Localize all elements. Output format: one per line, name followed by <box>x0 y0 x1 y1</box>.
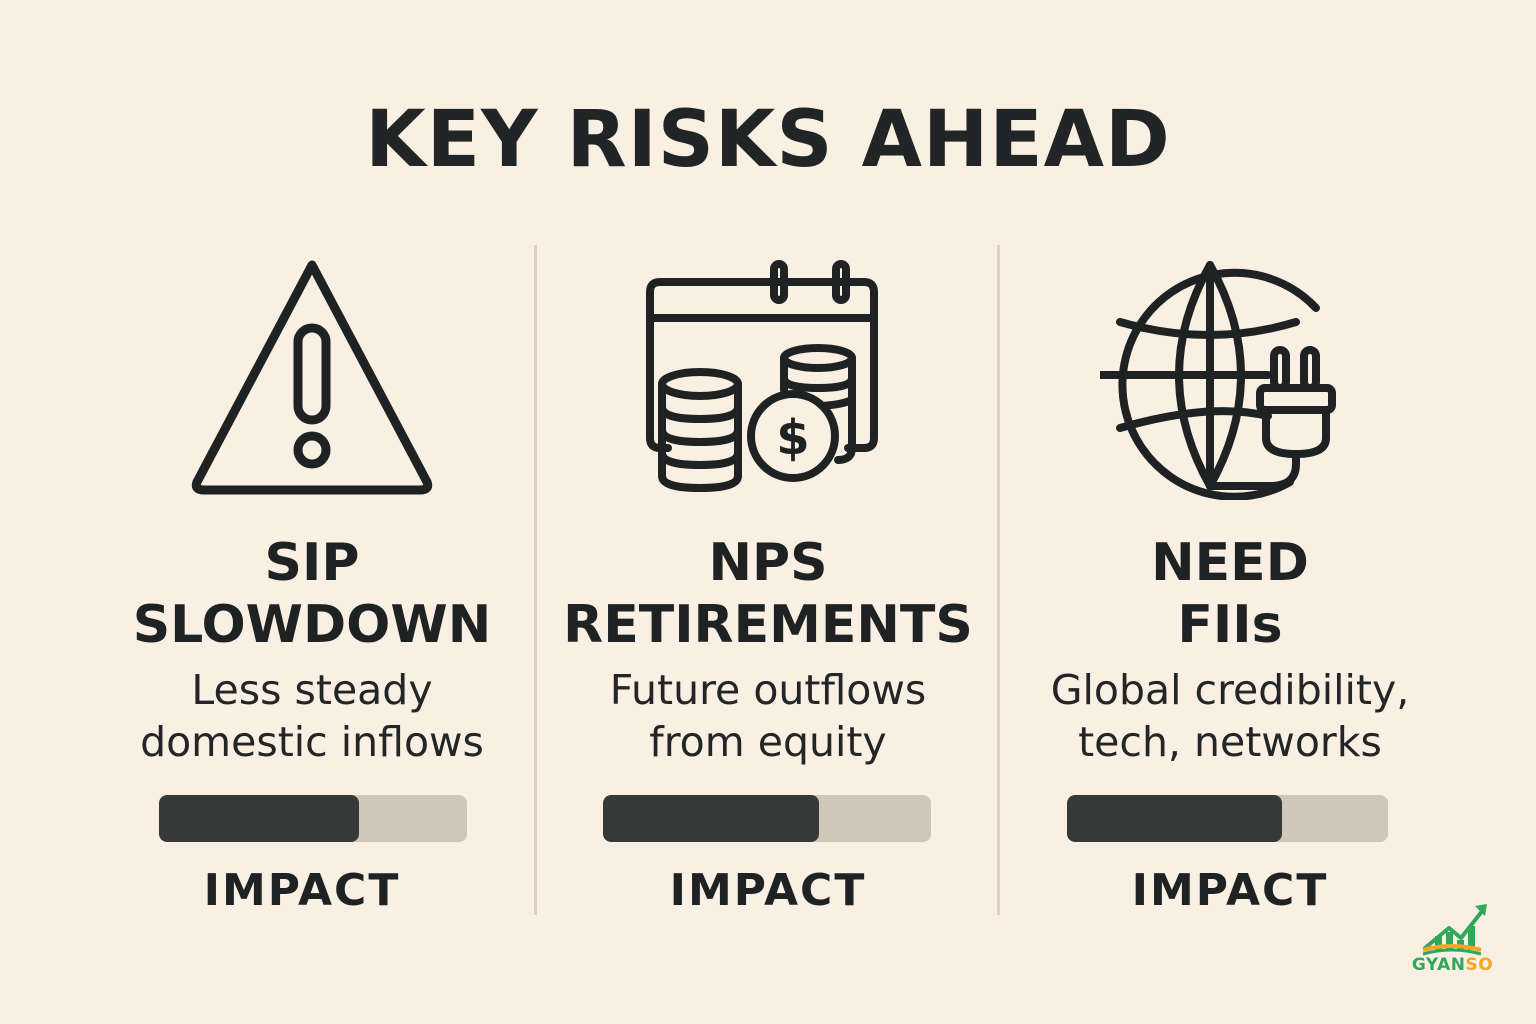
impact-bar-fill <box>1067 795 1283 842</box>
calendar-coins-icon: $ <box>638 250 942 500</box>
risk-card-sip-slowdown: SIP SLOWDOWN Less steady domestic inflow… <box>92 250 532 930</box>
gyanso-logo-icon <box>1405 890 1500 985</box>
risk-card-nps-retirements: $ NPS RETIREMENTS Future outflows from e… <box>548 250 988 930</box>
impact-bar-fill <box>159 795 360 842</box>
risk-card-need-fiis: NEED FIIs Global credibility, tech, netw… <box>1010 250 1450 930</box>
impact-bar-fill <box>603 795 820 842</box>
warning-triangle-icon <box>182 250 442 500</box>
risk-description: Future outflows from equity <box>609 666 927 766</box>
risk-description: Less steady domestic inflows <box>140 666 484 766</box>
column-divider <box>534 245 537 915</box>
page-title: KEY RISKS AHEAD <box>365 95 1171 185</box>
risk-heading: NEED FIIs <box>1151 533 1309 655</box>
impact-bar <box>159 795 467 842</box>
svg-text:$: $ <box>776 410 809 466</box>
risk-heading: SIP SLOWDOWN <box>132 533 492 655</box>
risk-heading: NPS RETIREMENTS <box>563 533 973 655</box>
risk-description: Global credibility, tech, networks <box>1050 666 1410 766</box>
logo-text: GYANSO <box>1411 955 1494 975</box>
impact-bar <box>1067 795 1388 842</box>
impact-label: IMPACT <box>1131 865 1329 916</box>
impact-label: IMPACT <box>203 865 401 916</box>
impact-label: IMPACT <box>669 865 867 916</box>
column-divider <box>997 245 1000 915</box>
globe-plug-icon <box>1096 250 1360 501</box>
impact-bar <box>603 795 931 842</box>
